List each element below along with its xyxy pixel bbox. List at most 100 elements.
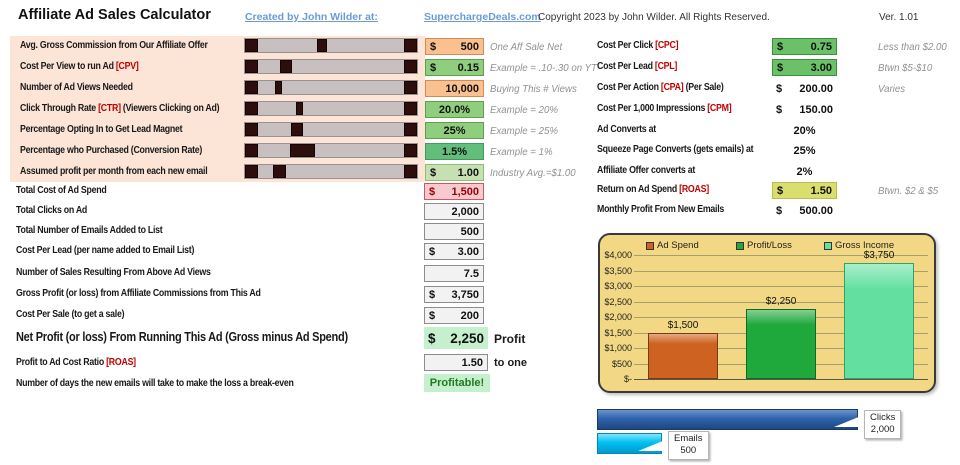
input-note: Example = 20% xyxy=(490,104,558,116)
metric-label-text: Ad Converts at xyxy=(597,124,656,135)
input-note: Industry Avg.=$1.00 xyxy=(490,167,576,179)
value-slider[interactable] xyxy=(244,143,418,158)
legend-label: Gross Income xyxy=(835,240,895,251)
net-profit-suffix: Profit xyxy=(494,332,526,346)
value-slider[interactable] xyxy=(244,59,418,74)
value-slider[interactable] xyxy=(244,80,418,95)
input-note: Buying This # Views xyxy=(490,83,577,95)
input-value-cell-value: 25% xyxy=(443,124,466,137)
slider-right-button[interactable] xyxy=(404,60,417,73)
slider-thumb[interactable] xyxy=(289,144,315,157)
value-slider[interactable] xyxy=(244,164,418,179)
chart-gridline xyxy=(634,255,928,256)
clicks-emails-bar-chart: Clicks 2,000 Emails 500 xyxy=(597,408,947,463)
metric-value-cell: $200.00 xyxy=(772,80,837,97)
slider-thumb[interactable] xyxy=(317,39,328,52)
metric-label-tag: [CPL] xyxy=(654,61,678,72)
metric-label: Cost Per 1,000 Impressions [CPM] xyxy=(597,103,732,114)
net-profit-label: Net Profit (or loss) From Running This A… xyxy=(16,330,348,344)
slider-thumb[interactable] xyxy=(290,123,303,136)
metric-note: Btwn. $2 & $5 xyxy=(878,185,939,197)
ad-spend-data-label: $1,500 xyxy=(667,319,699,331)
y-axis-tick-label: $2,500 xyxy=(604,296,632,307)
input-value-cell[interactable]: 20.0% xyxy=(425,101,484,118)
legend-swatch-icon xyxy=(736,241,744,250)
input-label-text: Assumed profit per month from each new e… xyxy=(20,166,208,177)
result-value-cell-value: 2,000 xyxy=(451,205,479,218)
slider-thumb[interactable] xyxy=(274,81,282,94)
created-by-link[interactable]: Created by John Wilder at: xyxy=(245,11,378,23)
emails-callout: Emails 500 xyxy=(668,431,709,460)
metric-label-text: Cost Per 1,000 Impressions xyxy=(597,103,708,114)
slider-thumb[interactable] xyxy=(272,165,286,178)
metric-value-cell: $3.00 xyxy=(772,59,837,76)
gross-income-bar xyxy=(844,262,914,379)
input-value-cell[interactable]: $1.00 xyxy=(425,164,484,181)
metric-value-cell-value: 200.00 xyxy=(799,82,833,95)
clicks-callout-label: Clicks xyxy=(870,412,896,423)
slider-left-button[interactable] xyxy=(245,123,258,136)
result-value-cell-currency: $ xyxy=(429,245,436,258)
metric-value-cell-value: 2% xyxy=(796,165,813,178)
metric-label-text: Cost Per Action xyxy=(597,82,661,93)
legend-label: Profit/Loss xyxy=(747,240,792,251)
input-value-cell-value: 500 xyxy=(460,40,479,53)
legend-swatch-icon xyxy=(824,241,832,250)
slider-left-button[interactable] xyxy=(245,102,258,115)
slider-right-button[interactable] xyxy=(404,81,417,94)
metric-value-cell-value: 20% xyxy=(793,124,816,137)
slider-thumb[interactable] xyxy=(296,102,304,115)
slider-left-button[interactable] xyxy=(245,165,258,178)
ad-spend-bar xyxy=(648,332,718,379)
input-value-cell-value: 10,000 xyxy=(445,82,479,95)
metric-label-text: Monthly Profit From New Emails xyxy=(597,204,725,215)
input-value-cell[interactable]: 25% xyxy=(425,122,484,139)
profit-loss-bar xyxy=(746,309,816,379)
metric-value-cell-value: 1.50 xyxy=(810,184,832,197)
input-value-cell[interactable]: 10,000 xyxy=(425,80,484,97)
input-value-cell-value: 1.00 xyxy=(457,166,479,179)
roas-ratio-suffix: to one xyxy=(494,357,527,369)
input-value-cell[interactable]: $500 xyxy=(425,38,484,55)
value-slider[interactable] xyxy=(244,38,418,53)
slider-right-button[interactable] xyxy=(404,165,417,178)
copyright-text: Copyright 2023 by John Wilder. All Right… xyxy=(538,12,770,23)
result-label: Number of Sales Resulting From Above Ad … xyxy=(16,267,211,278)
value-slider[interactable] xyxy=(244,122,418,137)
value-slider[interactable] xyxy=(244,101,418,116)
input-label-text: Click Through Rate xyxy=(20,103,99,114)
input-label: Percentage Opting In to Get Lead Magnet xyxy=(20,124,183,135)
result-label: Gross Profit (or loss) from Affiliate Co… xyxy=(16,288,261,299)
result-label-text: Total Cost of Ad Spend xyxy=(16,185,107,196)
slider-left-button[interactable] xyxy=(245,144,258,157)
result-value-cell: 2,000 xyxy=(424,203,484,220)
metric-label: Squeeze Page Converts (gets emails) at xyxy=(597,144,754,155)
y-axis-tick-label: $4,000 xyxy=(604,250,632,260)
metric-value-cell: $1.50 xyxy=(772,182,837,199)
metric-label: Monthly Profit From New Emails xyxy=(597,204,724,215)
slider-right-button[interactable] xyxy=(404,144,417,157)
slider-thumb[interactable] xyxy=(279,60,292,73)
input-value-cell[interactable]: 1.5% xyxy=(425,143,484,160)
net-profit-value-cell: $2,250 xyxy=(424,327,488,349)
result-value-cell-currency: $ xyxy=(429,288,436,301)
clicks-callout: Clicks 2,000 xyxy=(864,410,902,439)
slider-left-button[interactable] xyxy=(245,60,258,73)
result-label-text: Gross Profit (or loss) from Affiliate Co… xyxy=(16,288,261,299)
metric-value-cell: $0.75 xyxy=(772,38,837,55)
metric-value-cell: 2% xyxy=(772,163,837,180)
slider-right-button[interactable] xyxy=(404,39,417,52)
result-label-text: Cost Per Lead (per name added to Email L… xyxy=(16,245,195,256)
site-link[interactable]: SuperchargeDeals.com xyxy=(424,11,541,23)
slider-left-button[interactable] xyxy=(245,39,258,52)
slider-right-button[interactable] xyxy=(404,102,417,115)
metric-label-text: Cost Per Lead xyxy=(597,61,655,72)
input-value-cell[interactable]: $0.15 xyxy=(425,59,484,76)
metric-label: Cost Per Action [CPA] (Per Sale) xyxy=(597,82,724,93)
metric-label-text: Return on Ad Spend xyxy=(597,184,680,195)
legend-label: Ad Spend xyxy=(657,240,699,251)
slider-right-button[interactable] xyxy=(404,123,417,136)
slider-left-button[interactable] xyxy=(245,81,258,94)
result-value-cell: $3.00 xyxy=(424,243,484,260)
